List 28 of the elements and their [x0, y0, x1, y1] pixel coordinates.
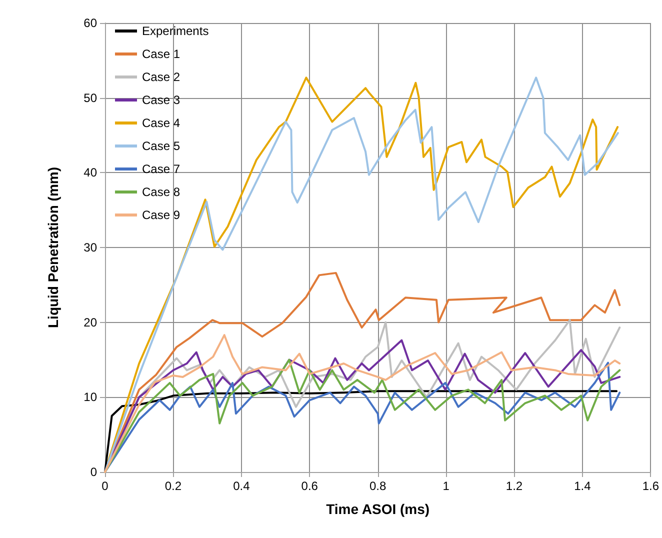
- legend-label: Case 4: [142, 116, 180, 130]
- x-tick-label: 1.4: [574, 479, 592, 493]
- x-tick-label: 0: [102, 479, 109, 493]
- legend-label: Case 9: [142, 208, 180, 222]
- x-tick-label: 0.2: [164, 479, 182, 493]
- x-axis-title: Time ASOI (ms): [326, 501, 430, 517]
- line-series: [104, 390, 618, 473]
- y-tick-label: 50: [84, 90, 98, 105]
- legend-label: Case 5: [142, 139, 180, 153]
- y-tick-label: 0: [90, 465, 98, 479]
- y-tick-label: 10: [84, 390, 98, 404]
- legend-label: Case 8: [142, 185, 180, 199]
- legend-label: Case 1: [142, 47, 180, 61]
- x-tick-label: 1.6: [642, 479, 660, 493]
- legend-label: Experiments: [142, 24, 209, 38]
- x-tick-label: 1: [442, 479, 450, 493]
- x-tick-label: 1.2: [506, 479, 523, 493]
- y-tick-label: 40: [84, 166, 98, 180]
- y-tick-label: 60: [84, 16, 98, 30]
- y-axis-title: Liquid Penetration (mm): [45, 167, 61, 328]
- legend-label: Case 7: [142, 162, 180, 176]
- legend-label: Case 2: [142, 70, 180, 84]
- y-tick-label: 30: [84, 240, 98, 254]
- x-tick-label: 0.6: [301, 479, 318, 493]
- x-tick-label: 0.4: [233, 479, 250, 493]
- legend-label: Case 3: [142, 93, 180, 107]
- x-tick-label: 0.8: [369, 479, 386, 493]
- y-tick-label: 20: [84, 315, 98, 330]
